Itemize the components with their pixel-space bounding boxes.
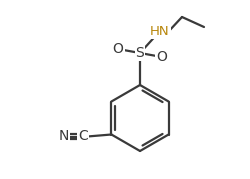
Text: C: C: [78, 129, 88, 144]
Text: S: S: [135, 46, 144, 60]
Text: N: N: [58, 129, 68, 144]
Text: O: O: [112, 42, 123, 56]
Text: HN: HN: [150, 25, 169, 37]
Text: O: O: [156, 50, 167, 64]
